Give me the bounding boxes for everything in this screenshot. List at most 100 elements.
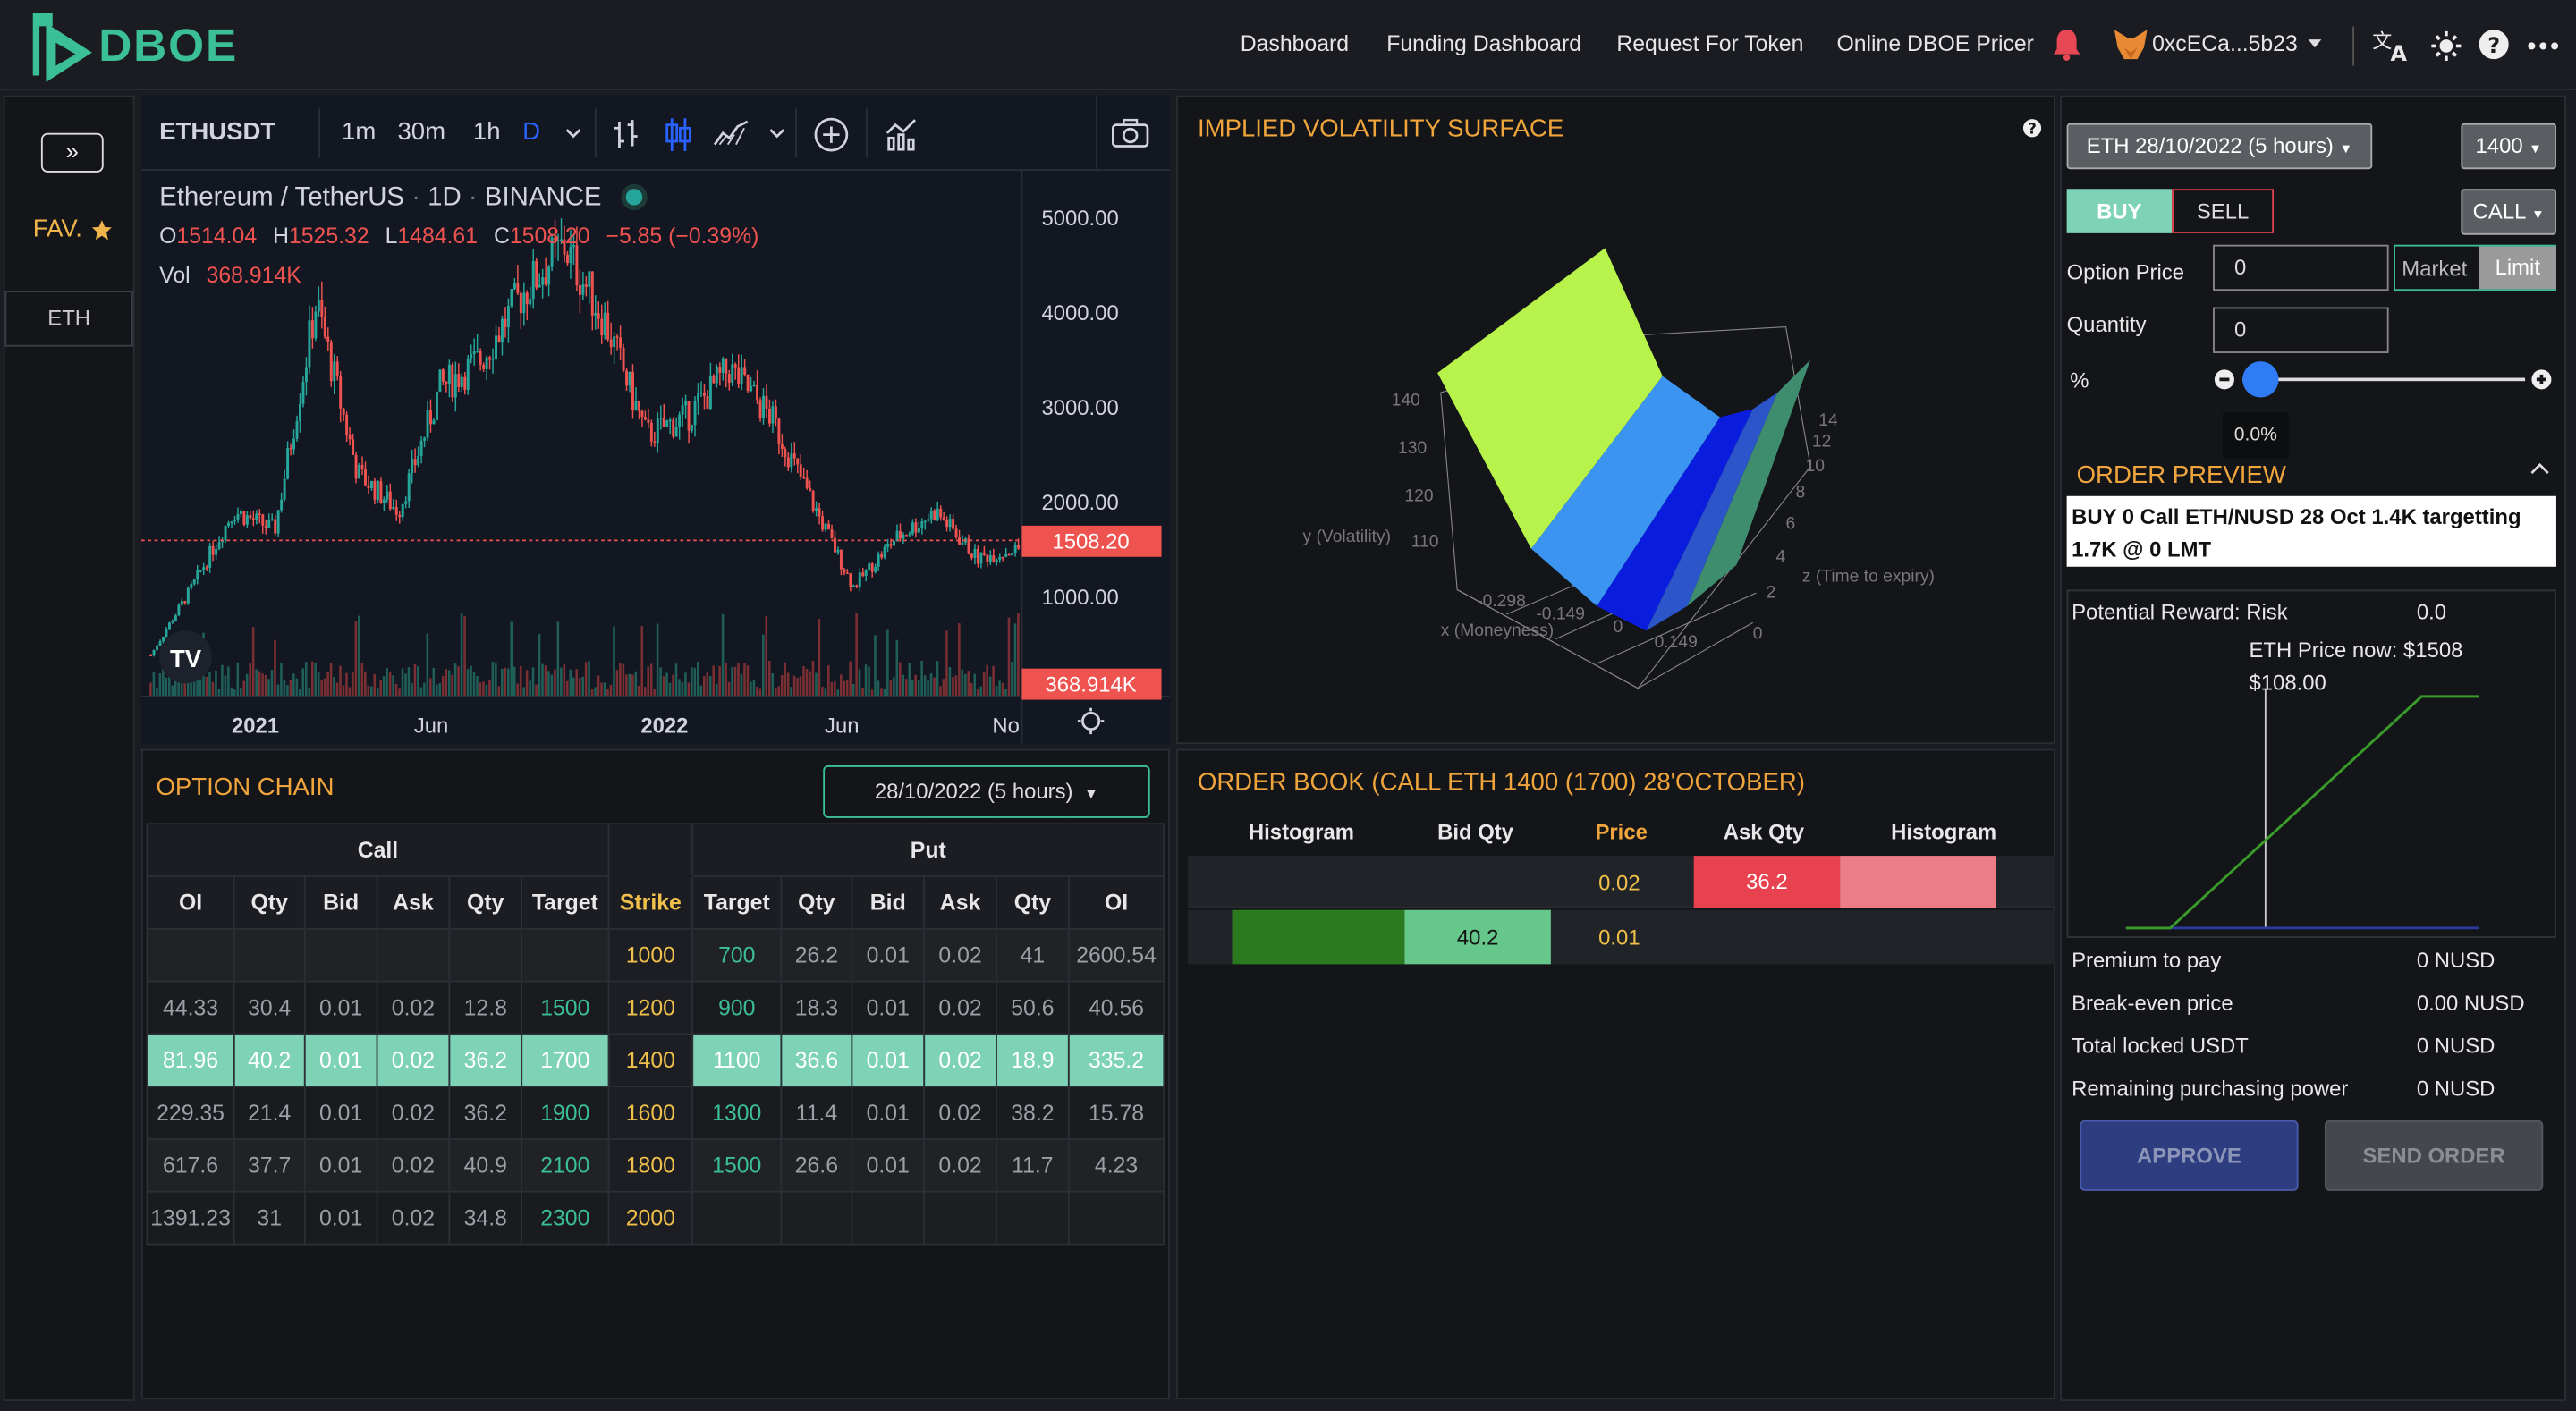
option-cell[interactable]: 18.3 [780, 980, 853, 1035]
option-cell[interactable] [146, 927, 235, 983]
minus-icon[interactable] [2213, 368, 2236, 391]
option-cell[interactable] [1067, 1190, 1165, 1246]
option-cell[interactable] [521, 927, 610, 983]
nav-request-for-token[interactable]: Request For Token [1616, 30, 1804, 56]
option-cell[interactable] [780, 1190, 853, 1246]
option-cell[interactable]: 0.02 [923, 980, 997, 1035]
option-cell[interactable]: 40.2 [233, 1033, 306, 1088]
option-cell[interactable]: 0.02 [923, 1033, 997, 1088]
quantity-input[interactable]: 0 [2213, 307, 2389, 353]
dboe-logo[interactable]: DBOE [23, 10, 236, 86]
option-cell[interactable]: 700 [691, 927, 783, 983]
strike-cell[interactable]: 1200 [607, 980, 694, 1035]
help-icon[interactable]: ? [2022, 118, 2042, 138]
chevron-down-icon[interactable] [2307, 38, 2323, 49]
chart-symbol[interactable]: ETHUSDT [159, 118, 276, 147]
option-cell[interactable]: 1700 [521, 1033, 610, 1088]
option-cell[interactable] [233, 927, 306, 983]
option-cell[interactable]: 0.02 [376, 1086, 451, 1140]
option-cell[interactable]: 0.01 [303, 980, 378, 1035]
option-cell[interactable]: 41 [996, 927, 1070, 983]
wallet-account[interactable]: 0xcECa...5b23 [2152, 30, 2298, 56]
option-cell[interactable]: 1500 [691, 1138, 783, 1193]
option-cell[interactable]: 1900 [521, 1086, 610, 1140]
interval-d[interactable]: D [522, 118, 540, 147]
approve-button[interactable]: APPROVE [2080, 1120, 2299, 1191]
option-row[interactable]: 229.35 21.4 0.01 0.02 36.2 1900 1600 1300 11.4 0.… [146, 1086, 1165, 1140]
limit-option[interactable]: Limit [2479, 246, 2556, 290]
option-row[interactable]: 1000 700 26.2 0.01 0.02 41 2600.54 [146, 927, 1165, 983]
help-icon[interactable]: ? [2478, 28, 2511, 61]
sun-icon[interactable] [2430, 30, 2463, 63]
strike-cell[interactable]: 2000 [607, 1190, 694, 1246]
send-order-button[interactable]: SEND ORDER [2324, 1120, 2544, 1191]
chevron-down-icon[interactable] [769, 128, 785, 139]
plus-icon[interactable] [2530, 368, 2554, 391]
interval-1m[interactable]: 1m [342, 118, 377, 147]
option-cell[interactable]: 0.01 [303, 1086, 378, 1140]
chevron-up-icon[interactable] [2530, 461, 2550, 475]
option-type-dropdown[interactable]: CALL ▼ [2461, 189, 2556, 235]
star-icon[interactable] [90, 218, 114, 241]
translate-icon[interactable]: 文 A [2372, 26, 2411, 63]
more-icon[interactable] [2527, 41, 2560, 51]
option-cell[interactable]: 0.02 [376, 1138, 451, 1193]
option-cell[interactable] [996, 1190, 1070, 1246]
option-cell[interactable]: 229.35 [146, 1086, 235, 1140]
option-cell[interactable]: 0.02 [376, 1033, 451, 1088]
interval-30m[interactable]: 30m [397, 118, 446, 147]
option-cell[interactable]: 0.02 [923, 927, 997, 983]
option-cell[interactable]: 36.2 [448, 1086, 523, 1140]
option-cell[interactable]: 0.01 [303, 1190, 378, 1246]
option-cell[interactable]: 30.4 [233, 980, 306, 1035]
option-cell[interactable]: 34.8 [448, 1190, 523, 1246]
option-cell[interactable]: 18.9 [996, 1033, 1070, 1088]
option-cell[interactable]: 2600.54 [1067, 927, 1165, 983]
iv-surface-plot[interactable]: 140 130 120 110 y (Volatility) -0.298 -0… [1276, 212, 1983, 705]
option-cell[interactable] [303, 927, 378, 983]
expiry-select[interactable]: 28/10/2022 (5 hours) ▼ [823, 765, 1150, 818]
option-cell[interactable]: 40.9 [448, 1138, 523, 1193]
favorites-label[interactable]: FAV. [32, 215, 82, 243]
percent-slider[interactable] [2213, 361, 2558, 398]
strike-cell[interactable]: 1800 [607, 1138, 694, 1193]
option-cell[interactable]: 4.23 [1067, 1138, 1165, 1193]
option-cell[interactable]: 0.02 [923, 1086, 997, 1140]
option-cell[interactable]: 1500 [521, 980, 610, 1035]
option-cell[interactable]: 900 [691, 980, 783, 1035]
candles-icon[interactable] [664, 116, 693, 152]
option-row[interactable]: 617.6 37.7 0.01 0.02 40.9 2100 1800 1500 26.6 0.0… [146, 1138, 1165, 1193]
chevron-down-icon[interactable] [565, 128, 581, 139]
market-option[interactable]: Market [2402, 256, 2468, 282]
option-cell[interactable]: 26.6 [780, 1138, 853, 1193]
option-cell[interactable]: 36.6 [780, 1033, 853, 1088]
option-cell[interactable] [448, 927, 523, 983]
option-cell[interactable]: 2300 [521, 1190, 610, 1246]
option-cell[interactable]: 21.4 [233, 1086, 306, 1140]
bid-row[interactable]: 40.2 0.01 [1187, 909, 2055, 965]
option-cell[interactable]: 50.6 [996, 980, 1070, 1035]
nav-dashboard[interactable]: Dashboard [1240, 30, 1350, 56]
option-cell[interactable]: 0.02 [376, 1190, 451, 1246]
option-cell[interactable]: 15.78 [1067, 1086, 1165, 1140]
option-cell[interactable]: 44.33 [146, 980, 235, 1035]
area-chart-icon[interactable] [713, 118, 749, 148]
option-cell[interactable]: 38.2 [996, 1086, 1070, 1140]
option-cell[interactable]: 0.01 [303, 1033, 378, 1088]
option-cell[interactable]: 0.02 [376, 980, 451, 1035]
option-cell[interactable]: 2100 [521, 1138, 610, 1193]
option-cell[interactable]: 1391.23 [146, 1190, 235, 1246]
option-cell[interactable]: 0.01 [851, 980, 926, 1035]
option-row[interactable]: 81.96 40.2 0.01 0.02 36.2 1700 1400 1100 36.6 0.0… [146, 1033, 1165, 1088]
option-cell[interactable]: 26.2 [780, 927, 853, 983]
sell-button[interactable]: SELL [2172, 189, 2275, 233]
option-cell[interactable]: 0.01 [851, 1033, 926, 1088]
slider-thumb[interactable] [2242, 361, 2279, 398]
sidebar-item-eth[interactable]: ETH [4, 291, 133, 347]
option-cell[interactable]: 11.7 [996, 1138, 1070, 1193]
expand-sidebar-button[interactable]: » [40, 132, 104, 173]
candlestick-chart[interactable]: 5000.00 4000.00 3000.00 2000.00 1000.00 2021… [140, 171, 1170, 745]
option-cell[interactable]: 37.7 [233, 1138, 306, 1193]
strike-dropdown[interactable]: 1400 ▼ [2461, 123, 2556, 170]
option-cell[interactable]: 1100 [691, 1033, 783, 1088]
